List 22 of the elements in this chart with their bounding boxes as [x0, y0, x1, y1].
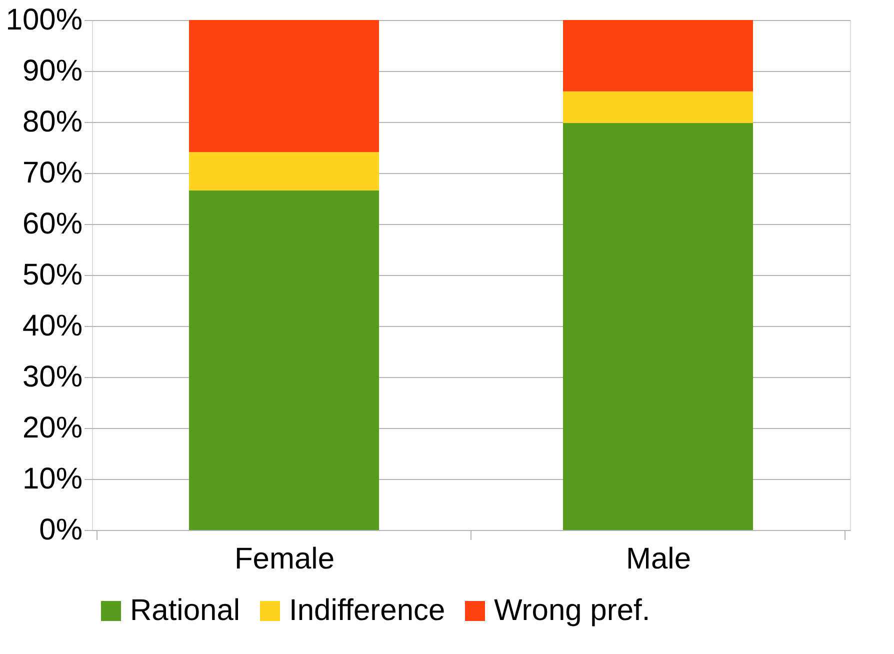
bar [563, 123, 753, 530]
legend-label: Wrong pref. [494, 594, 650, 627]
bar [563, 91, 753, 124]
y-tick-label: 30% [22, 360, 82, 394]
y-tick-label: 20% [22, 412, 82, 444]
y-tick-label: 90% [22, 54, 82, 88]
y-tick-label: 40% [22, 310, 82, 342]
y-tick-label: 0% [39, 514, 82, 546]
y-tick-label: 10% [22, 462, 82, 496]
bar [189, 152, 379, 190]
bar [563, 20, 753, 92]
legend-label: Rational [130, 594, 240, 627]
y-tick-label: 80% [22, 106, 82, 138]
y-tick-label: 70% [22, 156, 82, 190]
y-tick-label: 100% [6, 4, 82, 36]
x-tick-label: Male [626, 542, 692, 576]
x-tick-label: Female [234, 542, 335, 576]
y-tick-label: 60% [22, 208, 82, 240]
legend-label: Indifference [289, 594, 446, 627]
bar [189, 20, 379, 152]
bar [189, 190, 379, 530]
y-tick-label: 50% [22, 258, 82, 292]
